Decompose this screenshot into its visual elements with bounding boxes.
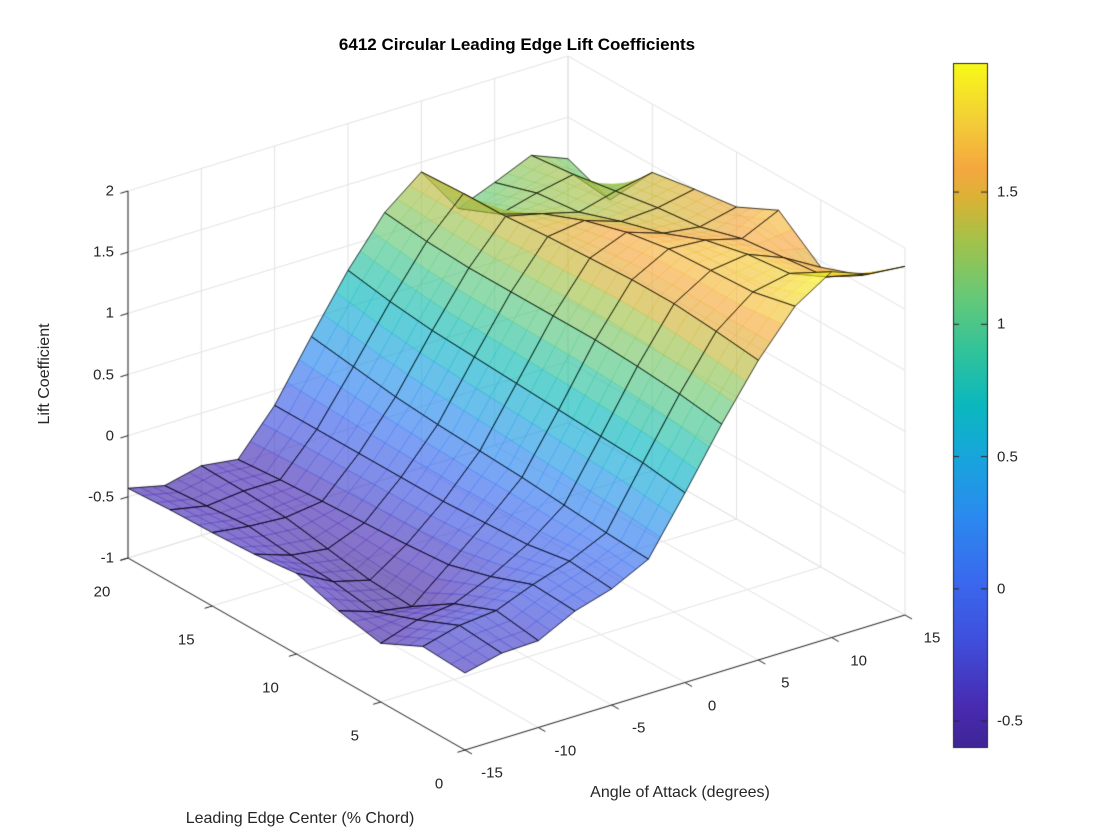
- z-tick-label: 1.5: [93, 243, 114, 261]
- x-tick-label: -15: [481, 764, 503, 782]
- y-tick-label: 0: [434, 775, 444, 793]
- colorbar-tick-label: 0: [997, 580, 1006, 598]
- z-tick-label: 2: [105, 182, 114, 200]
- x-tick-label: -10: [554, 742, 577, 759]
- colorbar-tick-label: 1.5: [997, 183, 1018, 201]
- y-tick-label: 20: [93, 583, 111, 601]
- z-tick-label: 0: [105, 427, 114, 445]
- colorbar-tick-label: 0.5: [997, 448, 1018, 466]
- x-tick-label: -5: [631, 719, 646, 737]
- z-axis-label: Lift Coefficient: [36, 323, 53, 425]
- colorbar-tick-label: 1: [997, 315, 1006, 333]
- x-tick-label: 15: [923, 629, 941, 647]
- x-tick-label: 0: [707, 697, 717, 714]
- x-tick-label: 10: [850, 652, 867, 669]
- z-tick-label: -0.5: [88, 488, 114, 506]
- x-axis-label: Angle of Attack (degrees): [590, 784, 770, 801]
- x-tick-label: 5: [781, 674, 790, 692]
- y-axis-label: Leading Edge Center (% Chord): [185, 810, 415, 827]
- chart-title: 6412 Circular Leading Edge Lift Coeffici…: [338, 35, 696, 54]
- y-tick-label: 10: [262, 679, 279, 697]
- y-tick-label: 15: [177, 631, 195, 649]
- z-tick-label: 1: [105, 304, 114, 322]
- z-tick-label: 0.5: [93, 366, 114, 383]
- y-tick-label: 5: [350, 727, 359, 745]
- z-tick-label: -1: [100, 549, 114, 567]
- colorbar-tick-label: -0.5: [997, 712, 1023, 730]
